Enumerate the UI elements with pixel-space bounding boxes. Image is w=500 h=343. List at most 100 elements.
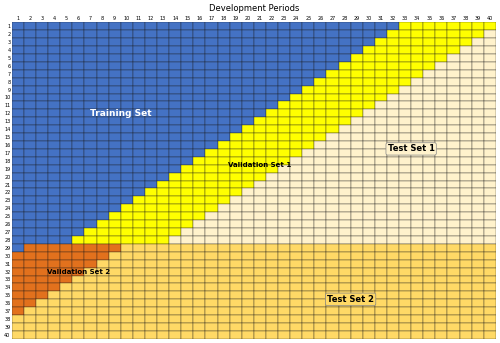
- Bar: [169, 268, 181, 275]
- Bar: [484, 188, 496, 197]
- Bar: [266, 78, 278, 86]
- Bar: [290, 22, 302, 30]
- Bar: [12, 102, 24, 109]
- Bar: [460, 38, 471, 46]
- Bar: [350, 188, 362, 197]
- Bar: [108, 252, 120, 260]
- Bar: [375, 252, 387, 260]
- Bar: [411, 212, 423, 220]
- Bar: [266, 54, 278, 62]
- Bar: [108, 133, 120, 141]
- Bar: [448, 275, 460, 283]
- Bar: [145, 331, 157, 339]
- Bar: [411, 236, 423, 244]
- Bar: [133, 125, 145, 133]
- Bar: [436, 299, 448, 307]
- Bar: [484, 283, 496, 291]
- Bar: [302, 30, 314, 38]
- Bar: [133, 244, 145, 252]
- Bar: [278, 275, 290, 283]
- Bar: [448, 70, 460, 78]
- Bar: [218, 165, 230, 173]
- Bar: [254, 244, 266, 252]
- Bar: [278, 236, 290, 244]
- Bar: [133, 291, 145, 299]
- Bar: [387, 268, 399, 275]
- Bar: [460, 323, 471, 331]
- Bar: [169, 244, 181, 252]
- Bar: [314, 38, 326, 46]
- Bar: [169, 236, 181, 244]
- Bar: [242, 78, 254, 86]
- Bar: [350, 70, 362, 78]
- Bar: [181, 197, 194, 204]
- Bar: [157, 46, 169, 54]
- Bar: [36, 173, 48, 180]
- Bar: [48, 197, 60, 204]
- Bar: [12, 125, 24, 133]
- Bar: [436, 94, 448, 102]
- Bar: [242, 70, 254, 78]
- Bar: [338, 315, 350, 323]
- Bar: [338, 102, 350, 109]
- Bar: [436, 236, 448, 244]
- Bar: [157, 38, 169, 46]
- Bar: [314, 252, 326, 260]
- Bar: [120, 244, 133, 252]
- Bar: [362, 22, 375, 30]
- Bar: [181, 30, 194, 38]
- Bar: [302, 228, 314, 236]
- Bar: [230, 283, 241, 291]
- Bar: [84, 283, 96, 291]
- Bar: [36, 283, 48, 291]
- Bar: [194, 38, 205, 46]
- Bar: [472, 173, 484, 180]
- Bar: [145, 188, 157, 197]
- Bar: [484, 157, 496, 165]
- Bar: [338, 173, 350, 180]
- Bar: [254, 22, 266, 30]
- Bar: [242, 244, 254, 252]
- Bar: [290, 117, 302, 125]
- Bar: [194, 307, 205, 315]
- Bar: [290, 78, 302, 86]
- Bar: [194, 141, 205, 149]
- Bar: [194, 157, 205, 165]
- Bar: [254, 228, 266, 236]
- Bar: [48, 283, 60, 291]
- Bar: [314, 244, 326, 252]
- Bar: [218, 228, 230, 236]
- Bar: [362, 323, 375, 331]
- Bar: [314, 212, 326, 220]
- Bar: [60, 252, 72, 260]
- Bar: [387, 220, 399, 228]
- Bar: [436, 307, 448, 315]
- Bar: [484, 86, 496, 94]
- Bar: [350, 299, 362, 307]
- Bar: [145, 260, 157, 268]
- Bar: [338, 228, 350, 236]
- Bar: [326, 220, 338, 228]
- Bar: [12, 220, 24, 228]
- Bar: [290, 197, 302, 204]
- Bar: [302, 291, 314, 299]
- Bar: [338, 117, 350, 125]
- Bar: [145, 125, 157, 133]
- Bar: [472, 46, 484, 54]
- Bar: [96, 212, 108, 220]
- Bar: [24, 165, 36, 173]
- Bar: [96, 291, 108, 299]
- Bar: [24, 22, 36, 30]
- Bar: [48, 299, 60, 307]
- Bar: [12, 236, 24, 244]
- Bar: [387, 109, 399, 117]
- Bar: [169, 299, 181, 307]
- Bar: [326, 307, 338, 315]
- Bar: [423, 275, 436, 283]
- Bar: [218, 141, 230, 149]
- Bar: [206, 46, 218, 54]
- Bar: [362, 94, 375, 102]
- Bar: [36, 165, 48, 173]
- Bar: [460, 220, 471, 228]
- Bar: [266, 22, 278, 30]
